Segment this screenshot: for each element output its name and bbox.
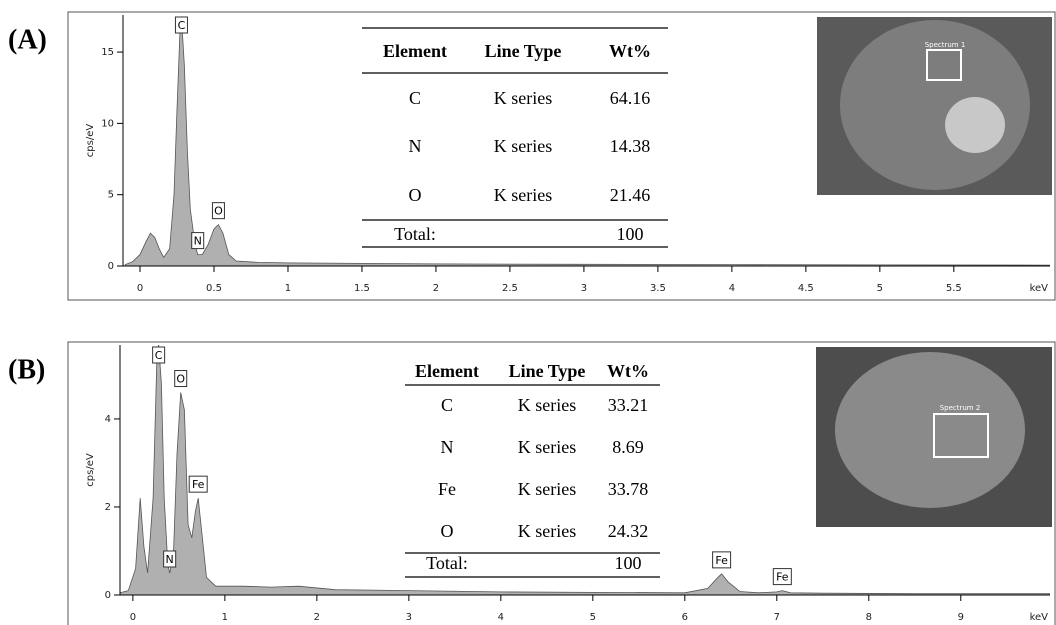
y-tick-label: 5 — [108, 190, 114, 201]
spectrum-area — [124, 16, 1050, 267]
table-cell: K series — [494, 185, 552, 205]
y-tick-label: 2 — [105, 502, 111, 513]
peak-label-box — [163, 550, 177, 568]
table-cell: 14.38 — [610, 136, 651, 156]
y-tick-label: 0 — [108, 261, 114, 272]
x-tick-label: 3.5 — [650, 283, 666, 294]
table-cell: N — [409, 136, 422, 156]
x-tick-label: 5.5 — [946, 283, 962, 294]
x-axis-label: keV — [1030, 283, 1049, 294]
peak-label-box — [712, 551, 732, 569]
x-tick-label: 4 — [498, 612, 504, 623]
table-header: Element — [383, 41, 447, 61]
x-tick-label: 1 — [285, 283, 291, 294]
x-tick-label: 5 — [590, 612, 596, 623]
table-cell: 8.69 — [612, 437, 644, 457]
x-axis-label: keV — [1030, 612, 1049, 623]
table-cell: 21.46 — [610, 185, 651, 205]
table-cell: N — [441, 437, 454, 457]
y-tick-label: 10 — [101, 118, 114, 129]
peak-label: O — [214, 205, 223, 218]
table-cell: O — [441, 521, 454, 541]
peak-label-box — [211, 202, 225, 220]
panel-label: (B) — [8, 354, 45, 385]
spectrum-box — [933, 413, 989, 458]
peak-label: C — [178, 19, 186, 32]
peak-label: O — [176, 373, 185, 386]
table-header: Wt% — [609, 41, 651, 61]
x-tick-label: 0.5 — [206, 283, 222, 294]
x-tick-label: 4.5 — [798, 283, 814, 294]
x-tick-label: 6 — [682, 612, 688, 623]
peak-label-box — [188, 475, 208, 493]
table-cell: K series — [518, 437, 576, 457]
table-cell: C — [441, 395, 453, 415]
peak-label-box — [152, 346, 166, 364]
table-total-label: Total: — [394, 224, 436, 244]
table-header: Line Type — [509, 361, 586, 381]
sem-image — [835, 352, 1025, 508]
panel-frame — [67, 11, 1056, 301]
y-tick-label: 0 — [105, 590, 111, 601]
panel-label: (A) — [8, 24, 47, 55]
x-tick-label: 0 — [130, 612, 136, 623]
spectrum-box — [926, 49, 962, 81]
table-cell: 24.32 — [608, 521, 649, 541]
y-axis-label: cps/eV — [85, 124, 96, 158]
x-tick-label: 1.5 — [354, 283, 370, 294]
x-tick-label: 4 — [729, 283, 735, 294]
table-header: Element — [415, 361, 479, 381]
table-cell: K series — [494, 88, 552, 108]
table-cell: 33.21 — [608, 395, 649, 415]
table-cell: K series — [518, 479, 576, 499]
x-tick-label: 3 — [406, 612, 412, 623]
x-tick-label: 8 — [866, 612, 872, 623]
table-cell: Fe — [438, 479, 456, 499]
peak-label-box — [191, 232, 205, 250]
peak-label: N — [166, 553, 174, 566]
peak-label: Fe — [776, 571, 789, 584]
table-cell: K series — [494, 136, 552, 156]
x-tick-label: 9 — [958, 612, 964, 623]
x-tick-label: 7 — [774, 612, 780, 623]
image-label: Spectrum 1 — [925, 41, 966, 49]
peak-label-box — [772, 568, 792, 586]
x-tick-label: 0 — [137, 283, 143, 294]
table-cell: K series — [518, 521, 576, 541]
peak-label: N — [194, 235, 202, 248]
table-header: Line Type — [485, 41, 562, 61]
table-cell: 33.78 — [608, 479, 649, 499]
panel-frame — [67, 341, 1056, 625]
table-total-value: 100 — [615, 553, 642, 573]
x-tick-label: 2.5 — [502, 283, 518, 294]
y-tick-label: 4 — [105, 414, 111, 425]
sem-image — [945, 97, 1005, 153]
x-tick-label: 1 — [222, 612, 228, 623]
image-label: Spectrum 2 — [940, 404, 981, 412]
table-cell: O — [409, 185, 422, 205]
peak-label: C — [155, 349, 163, 362]
peak-label-box — [174, 370, 188, 388]
peak-label-box — [174, 16, 188, 34]
table-total-label: Total: — [426, 553, 468, 573]
y-axis-label: cps/eV — [85, 453, 96, 487]
x-tick-label: 2 — [433, 283, 439, 294]
table-cell: 64.16 — [610, 88, 651, 108]
table-header: Wt% — [607, 361, 649, 381]
x-tick-label: 2 — [314, 612, 320, 623]
y-tick-label: 15 — [101, 47, 114, 58]
peak-label: Fe — [715, 554, 728, 567]
table-cell: K series — [518, 395, 576, 415]
x-tick-label: 5 — [877, 283, 883, 294]
table-total-value: 100 — [617, 224, 644, 244]
table-cell: C — [409, 88, 421, 108]
peak-label: Fe — [192, 478, 205, 491]
x-tick-label: 3 — [581, 283, 587, 294]
